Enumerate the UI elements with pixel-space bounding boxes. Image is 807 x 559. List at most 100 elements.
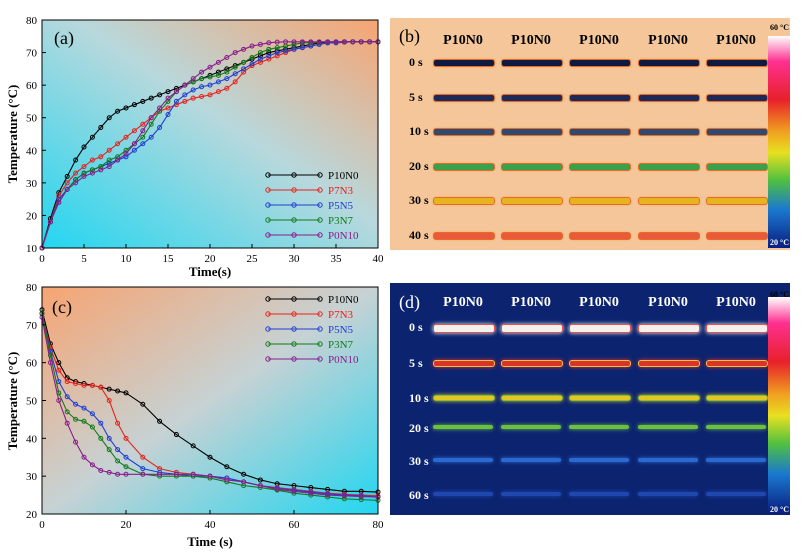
data-point bbox=[64, 186, 70, 192]
row-label: 20 s bbox=[409, 421, 429, 435]
data-point bbox=[266, 46, 272, 52]
sample-strip bbox=[501, 128, 563, 136]
data-point bbox=[98, 467, 104, 473]
data-point bbox=[274, 39, 280, 45]
legend-label: P10N0 bbox=[328, 294, 359, 306]
data-point bbox=[173, 98, 179, 104]
sample-strip bbox=[638, 163, 700, 171]
data-point bbox=[283, 48, 289, 54]
sample-strip bbox=[706, 163, 768, 171]
data-point bbox=[358, 497, 364, 503]
row-label: 5 s bbox=[409, 356, 423, 370]
x-tick-label: 40 bbox=[205, 519, 217, 531]
sample-strip bbox=[706, 395, 768, 401]
data-point bbox=[123, 471, 129, 477]
column-label: P10N0 bbox=[716, 295, 756, 310]
sample-strip bbox=[501, 94, 563, 102]
sample-strip bbox=[638, 425, 698, 429]
colorbar-max-label: 60 °C bbox=[770, 290, 789, 299]
legend-marker bbox=[317, 341, 323, 347]
sample-strip bbox=[569, 94, 631, 102]
y-tick-label: 40 bbox=[26, 145, 38, 157]
data-point bbox=[224, 76, 230, 82]
data-point bbox=[148, 134, 154, 140]
row-label: 10 s bbox=[409, 391, 429, 405]
data-point bbox=[207, 454, 213, 460]
legend-marker bbox=[265, 296, 271, 302]
data-point bbox=[165, 98, 171, 104]
data-point bbox=[291, 488, 297, 494]
sample-strip bbox=[569, 395, 631, 401]
legend-label: P5N5 bbox=[328, 324, 354, 336]
data-point bbox=[291, 46, 297, 52]
y-tick-label: 60 bbox=[26, 358, 38, 370]
data-point bbox=[140, 98, 146, 104]
sample-strip bbox=[433, 458, 493, 462]
data-point bbox=[241, 59, 247, 65]
legend-marker bbox=[265, 232, 271, 238]
legend-marker bbox=[317, 296, 323, 302]
data-point bbox=[56, 360, 62, 366]
data-point bbox=[89, 167, 95, 173]
sample-strip bbox=[501, 425, 561, 429]
data-point bbox=[207, 64, 213, 70]
data-point bbox=[56, 367, 62, 373]
sample-strip bbox=[706, 232, 768, 240]
legend-marker bbox=[265, 326, 271, 332]
sample-strip bbox=[706, 360, 768, 367]
sample-strip bbox=[569, 128, 631, 136]
legend-marker bbox=[317, 187, 323, 193]
series-line-P5N5 bbox=[41, 313, 379, 498]
sample-strip bbox=[706, 197, 768, 205]
panel-label-a: (a) bbox=[54, 28, 74, 49]
data-point bbox=[89, 424, 95, 430]
x-tick-label: 10 bbox=[121, 253, 133, 265]
legend-marker bbox=[291, 356, 297, 362]
colorbar-min-label: 20 °C bbox=[770, 238, 789, 247]
data-point bbox=[274, 45, 280, 51]
data-point bbox=[283, 39, 289, 45]
column-label: P10N0 bbox=[648, 33, 688, 48]
data-point bbox=[157, 471, 163, 477]
sample-strip bbox=[501, 458, 561, 462]
data-point bbox=[131, 147, 137, 153]
data-point bbox=[274, 486, 280, 492]
y-tick-label: 50 bbox=[26, 396, 38, 408]
legend-marker bbox=[291, 311, 297, 317]
y-tick-label: 40 bbox=[26, 433, 38, 445]
legend-marker bbox=[291, 232, 297, 238]
data-point bbox=[140, 134, 146, 140]
legend-marker bbox=[317, 311, 323, 317]
sample-strip bbox=[569, 163, 631, 171]
legend-marker bbox=[265, 356, 271, 362]
data-point bbox=[81, 164, 87, 170]
data-point bbox=[224, 85, 230, 91]
data-point bbox=[308, 490, 314, 496]
data-point bbox=[274, 53, 280, 59]
data-point bbox=[98, 435, 104, 441]
y-tick-label: 50 bbox=[26, 113, 38, 125]
heating-chart: 0 5 10 15 20 25 30 35 40 10 20 30 40 50 60 70 80 (a) Tim… bbox=[5, 15, 384, 279]
sample-strip bbox=[706, 324, 768, 333]
row-label: 0 s bbox=[409, 55, 423, 69]
data-point bbox=[115, 447, 121, 453]
sample-strip bbox=[433, 425, 493, 429]
data-point bbox=[140, 466, 146, 472]
data-point bbox=[165, 95, 171, 101]
data-point bbox=[123, 147, 129, 153]
data-point bbox=[106, 157, 112, 163]
data-point bbox=[190, 87, 196, 93]
sample-strip bbox=[569, 425, 629, 429]
row-label: 5 s bbox=[409, 90, 423, 104]
data-point bbox=[106, 160, 112, 166]
y-tick-label: 10 bbox=[26, 243, 38, 255]
data-point bbox=[224, 66, 230, 72]
data-point bbox=[148, 95, 154, 101]
data-point bbox=[266, 53, 272, 59]
data-point bbox=[257, 477, 263, 483]
legend-marker bbox=[317, 356, 323, 362]
sample-strip bbox=[433, 492, 493, 496]
sample-strip bbox=[433, 324, 495, 333]
sample-strip bbox=[569, 59, 631, 67]
data-point bbox=[274, 50, 280, 56]
